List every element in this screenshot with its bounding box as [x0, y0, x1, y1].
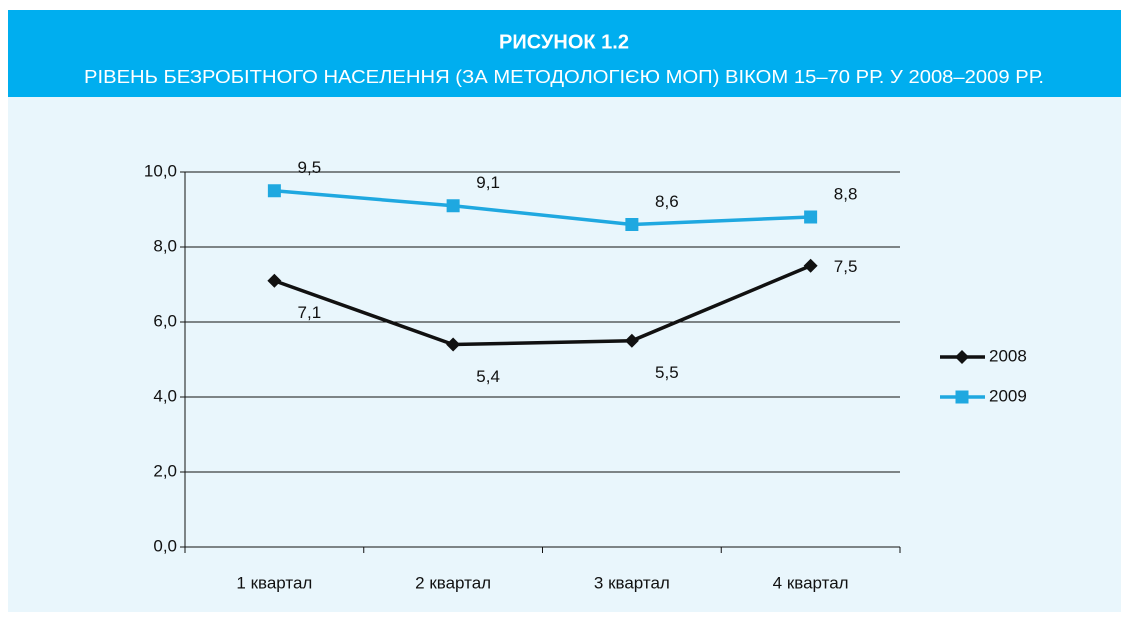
y-tick-label: 4,0 — [153, 386, 177, 405]
legend-label: 2009 — [989, 386, 1027, 405]
data-label: 7,1 — [298, 303, 322, 322]
y-tick-label: 8,0 — [153, 236, 177, 255]
x-tick-label: 3 квартал — [594, 573, 670, 592]
data-label: 9,5 — [298, 158, 322, 177]
chart-title: РИСУНОК 1.2 — [499, 31, 629, 53]
point — [624, 333, 639, 348]
data-label: 9,1 — [476, 173, 500, 192]
background — [8, 10, 1121, 612]
point — [803, 258, 818, 273]
point — [446, 337, 461, 352]
legend-marker — [955, 350, 969, 364]
data-label: 5,4 — [476, 367, 500, 386]
point — [804, 210, 818, 224]
data-label: 8,8 — [834, 184, 858, 203]
legend-marker — [955, 390, 969, 404]
y-tick-label: 6,0 — [153, 311, 177, 330]
data-label: 5,5 — [655, 363, 679, 382]
series-line — [273, 264, 812, 347]
data-label: 7,5 — [834, 257, 858, 276]
y-tick-label: 2,0 — [153, 461, 177, 480]
chart-subtitle: РІВЕНЬ БЕЗРОБІТНОГО НАСЕЛЕННЯ (ЗА МЕТОДО… — [84, 67, 1044, 87]
point — [267, 273, 282, 288]
series-line — [274, 189, 811, 227]
header-band — [8, 10, 1121, 97]
point — [267, 184, 281, 198]
point — [625, 218, 639, 231]
legend-label: 2008 — [989, 346, 1027, 365]
data-label: 8,6 — [655, 192, 679, 211]
x-tick-label: 2 квартал — [415, 573, 491, 592]
y-tick-label: 0,0 — [153, 536, 177, 555]
x-tick-label: 4 квартал — [773, 573, 849, 592]
x-tick-label: 1 квартал — [236, 573, 312, 592]
point — [446, 199, 460, 213]
y-tick-label: 10,0 — [144, 161, 177, 180]
